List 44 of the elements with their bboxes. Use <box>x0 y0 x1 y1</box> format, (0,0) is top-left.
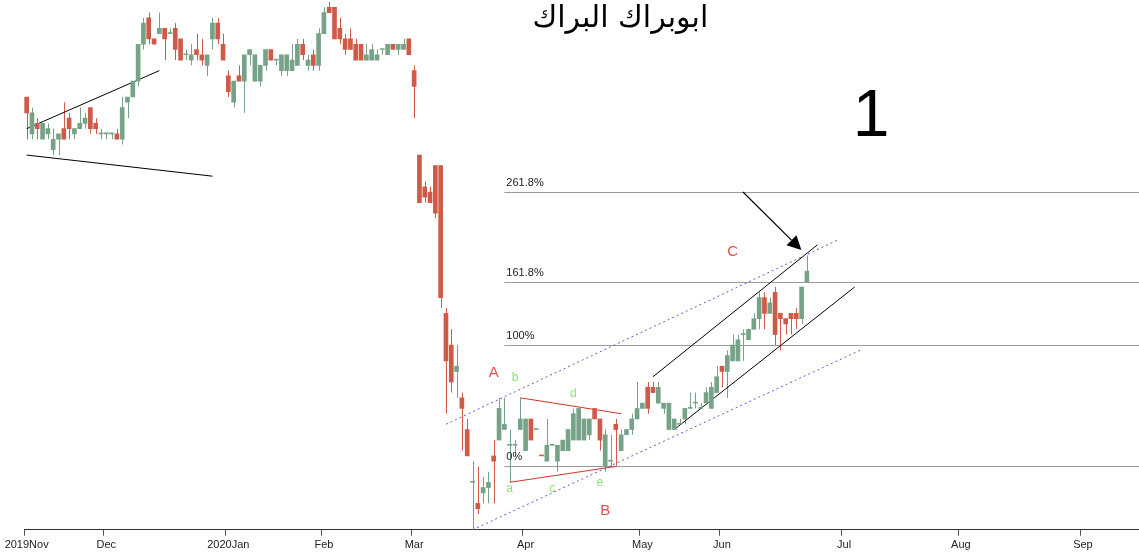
candlestick <box>454 344 459 399</box>
annotation: b <box>511 369 519 384</box>
x-tick-label: Aug <box>951 538 971 551</box>
x-tick-label: Jun <box>713 538 731 551</box>
candlestick <box>226 70 231 98</box>
x-tick-label: Dec <box>96 538 117 551</box>
annotation: B <box>600 500 611 518</box>
x-tick-label: 2020Jan <box>207 538 250 551</box>
x-tick-label: 2019Nov <box>4 538 50 551</box>
x-tick-label: Jul <box>837 538 852 551</box>
candlestick <box>146 12 152 45</box>
x-tick-label: Sep <box>1073 538 1093 551</box>
candlestick <box>470 460 475 531</box>
annotation: 261.8% <box>506 176 544 188</box>
candlestick <box>215 17 221 45</box>
candlestick <box>762 291 767 330</box>
annotation: 161.8% <box>506 265 544 278</box>
candlestick <box>645 381 651 415</box>
chart-title: ابوبراك البراك <box>532 0 709 34</box>
x-tick-label: Mar <box>404 538 424 551</box>
x-tick-label: Feb <box>314 538 334 551</box>
candlestick <box>300 38 305 61</box>
candlestick <box>24 96 29 140</box>
candlestick <box>231 80 236 109</box>
annotation: 1 <box>852 76 890 150</box>
x-tick-label: Apr <box>517 538 535 551</box>
candlestick <box>475 465 481 515</box>
annotation: d <box>570 385 577 400</box>
annotation: C <box>727 241 739 259</box>
annotation: a <box>506 480 513 495</box>
candlestick <box>162 27 167 61</box>
annotation: 100% <box>506 329 535 342</box>
candlestick <box>204 54 210 77</box>
candlestick <box>210 17 215 50</box>
annotation: e <box>596 475 604 490</box>
candlestick <box>157 12 162 35</box>
candlestick <box>34 117 40 140</box>
candlestick <box>125 96 130 119</box>
annotation: A <box>488 362 499 380</box>
annotation: c <box>549 480 556 495</box>
candlestick <box>491 439 497 504</box>
candlestick <box>61 101 67 140</box>
candlestick <box>793 307 799 330</box>
x-tick-label: May <box>631 538 654 551</box>
